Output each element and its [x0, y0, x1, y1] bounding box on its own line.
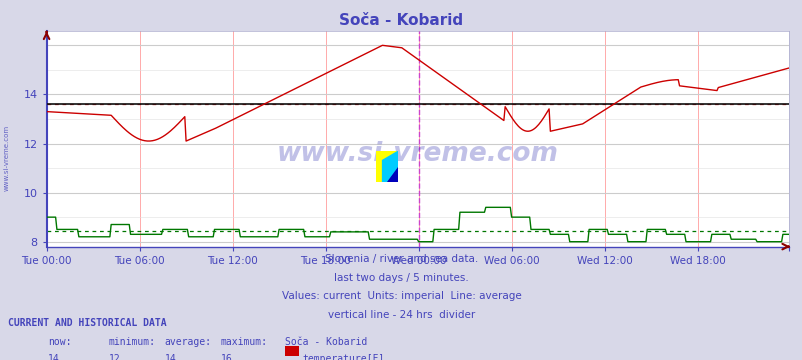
Text: Soča - Kobarid: Soča - Kobarid — [285, 337, 367, 347]
Text: 12: 12 — [108, 354, 120, 360]
Text: www.si-vreme.com: www.si-vreme.com — [3, 125, 10, 192]
Text: average:: average: — [164, 337, 212, 347]
Text: Values: current  Units: imperial  Line: average: Values: current Units: imperial Line: av… — [282, 291, 520, 301]
Polygon shape — [387, 166, 398, 182]
Text: vertical line - 24 hrs  divider: vertical line - 24 hrs divider — [327, 310, 475, 320]
Text: maximum:: maximum: — [221, 337, 268, 347]
Polygon shape — [382, 151, 398, 182]
Text: CURRENT AND HISTORICAL DATA: CURRENT AND HISTORICAL DATA — [8, 318, 167, 328]
Text: 14: 14 — [48, 354, 60, 360]
Text: last two days / 5 minutes.: last two days / 5 minutes. — [334, 273, 468, 283]
Text: Soča - Kobarid: Soča - Kobarid — [339, 13, 463, 28]
Text: 16: 16 — [221, 354, 233, 360]
Text: now:: now: — [48, 337, 71, 347]
Text: Slovenia / river and sea data.: Slovenia / river and sea data. — [325, 254, 477, 264]
Text: 14: 14 — [164, 354, 176, 360]
Text: www.si-vreme.com: www.si-vreme.com — [277, 141, 558, 167]
Text: minimum:: minimum: — [108, 337, 156, 347]
Text: temperature[F]: temperature[F] — [302, 354, 383, 360]
